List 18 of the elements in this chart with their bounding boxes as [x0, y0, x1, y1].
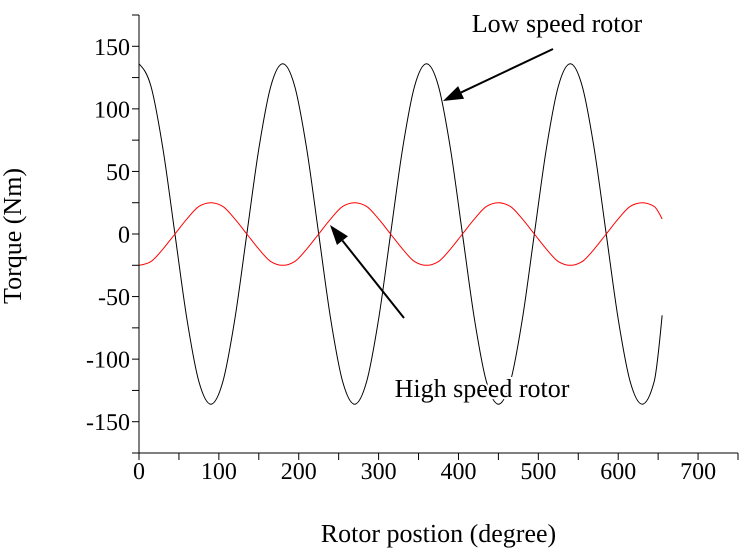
x-tick-label: 600 — [600, 459, 636, 486]
y-tick-label: -50 — [98, 285, 130, 312]
y-axis-title: Torque (Nm) — [0, 168, 28, 304]
y-tick-label: 50 — [106, 160, 130, 186]
x-tick-label: 500 — [520, 459, 556, 486]
x-tick-label: 300 — [360, 459, 397, 486]
y-tick-label: 150 — [94, 34, 130, 61]
x-tick-label: 200 — [280, 459, 317, 486]
x-axis-title: Rotor postion (degree) — [320, 519, 556, 548]
y-tick-label: 100 — [94, 97, 130, 124]
line-series — [139, 202, 663, 266]
x-tick-label: 100 — [200, 459, 237, 486]
y-tick-label: 0 — [118, 222, 130, 249]
x-tick-label: 700 — [680, 459, 716, 486]
y-tick-label: -150 — [86, 410, 130, 436]
x-tick-label: 400 — [440, 459, 476, 486]
annotation: Low speed rotor — [472, 9, 643, 38]
y-tick-label: -100 — [86, 348, 130, 374]
